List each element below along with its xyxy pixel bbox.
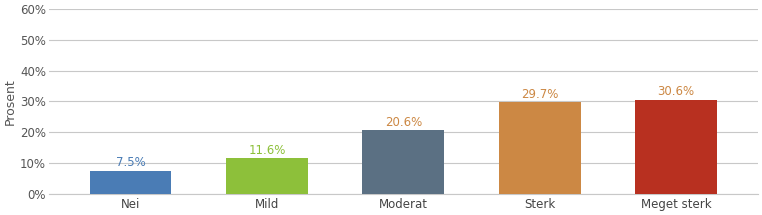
Bar	[90, 171, 171, 194]
Text: 29.7%: 29.7%	[521, 88, 559, 101]
Bar	[499, 102, 581, 194]
Text: 20.6%: 20.6%	[385, 116, 422, 129]
Bar	[635, 100, 717, 194]
Y-axis label: Prosent: Prosent	[4, 78, 18, 125]
Text: 30.6%: 30.6%	[658, 85, 695, 98]
Bar	[226, 158, 308, 194]
Text: 11.6%: 11.6%	[248, 144, 286, 157]
Text: 7.5%: 7.5%	[116, 156, 146, 169]
Bar	[363, 130, 444, 194]
